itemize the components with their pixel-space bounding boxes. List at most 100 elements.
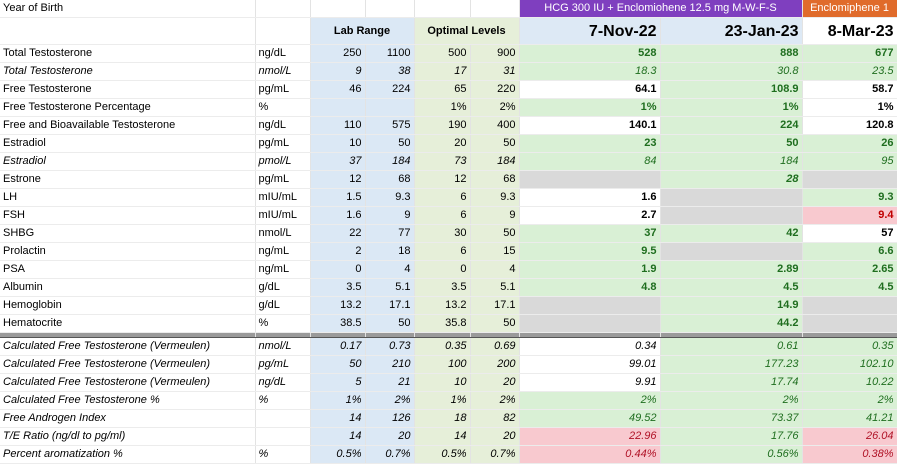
test-name-cell[interactable]: SHBG [0, 224, 256, 243]
unit-cell[interactable] [255, 427, 311, 446]
lab-range-low-cell[interactable]: 9 [310, 62, 366, 81]
lab-range-low-cell[interactable]: 110 [310, 116, 366, 135]
unit-cell[interactable]: pg/mL [255, 355, 311, 374]
result-jan-23-cell[interactable]: 0.61 [660, 337, 803, 356]
test-name-cell[interactable]: LH [0, 188, 256, 207]
result-jan-23-cell[interactable]: 50 [660, 134, 803, 153]
lab-range-low-cell[interactable]: 1.6 [310, 206, 366, 225]
result-nov-22-cell[interactable]: 99.01 [519, 355, 661, 374]
lab-range-high-cell[interactable]: 50 [365, 314, 415, 333]
date-header-3[interactable]: 8-Mar-23 [802, 17, 897, 45]
unit-cell[interactable]: mIU/mL [255, 206, 311, 225]
result-mar-23-cell[interactable]: 58.7 [802, 80, 897, 99]
result-nov-22-cell[interactable]: 2.7 [519, 206, 661, 225]
lab-range-high-cell[interactable]: 126 [365, 409, 415, 428]
optimal-low-cell[interactable]: 100 [414, 355, 471, 374]
optimal-high-cell[interactable]: 900 [470, 44, 520, 63]
result-jan-23-cell[interactable]: 1% [660, 98, 803, 117]
result-nov-22-cell[interactable]: 1.6 [519, 188, 661, 207]
lab-range-high-cell[interactable]: 575 [365, 116, 415, 135]
lab-range-low-cell[interactable]: 14 [310, 409, 366, 428]
test-name-cell[interactable]: Estrone [0, 170, 256, 189]
result-jan-23-cell[interactable]: 14.9 [660, 296, 803, 315]
result-mar-23-cell[interactable]: 6.6 [802, 242, 897, 261]
unit-cell[interactable]: % [255, 98, 311, 117]
result-nov-22-cell[interactable]: 528 [519, 44, 661, 63]
lab-range-high-cell[interactable]: 1100 [365, 44, 415, 63]
result-nov-22-cell[interactable]: 140.1 [519, 116, 661, 135]
result-jan-23-cell[interactable] [660, 188, 803, 207]
lab-range-high-cell[interactable]: 0.73 [365, 337, 415, 356]
lab-range-high-cell[interactable]: 68 [365, 170, 415, 189]
lab-range-low-cell[interactable]: 0.17 [310, 337, 366, 356]
lab-range-header[interactable]: Lab Range [310, 17, 415, 45]
year-of-birth-label[interactable]: Year of Birth [0, 0, 256, 18]
unit-cell[interactable]: g/dL [255, 296, 311, 315]
result-jan-23-cell[interactable]: 2% [660, 391, 803, 410]
result-jan-23-cell[interactable]: 17.76 [660, 427, 803, 446]
lab-range-low-cell[interactable]: 13.2 [310, 296, 366, 315]
result-jan-23-cell[interactable]: 17.74 [660, 373, 803, 392]
lab-range-high-cell[interactable] [365, 98, 415, 117]
result-nov-22-cell[interactable]: 23 [519, 134, 661, 153]
test-name-cell[interactable]: Estradiol [0, 152, 256, 171]
unit-cell[interactable]: nmol/L [255, 224, 311, 243]
result-jan-23-cell[interactable]: 888 [660, 44, 803, 63]
test-name-cell[interactable]: Calculated Free Testosterone (Vermeulen) [0, 373, 256, 392]
test-name-cell[interactable]: Calculated Free Testosterone (Vermeulen) [0, 355, 256, 374]
lab-range-low-cell[interactable]: 0.5% [310, 445, 366, 464]
lab-range-low-cell[interactable]: 12 [310, 170, 366, 189]
result-nov-22-cell[interactable] [519, 314, 661, 333]
test-name-cell[interactable]: FSH [0, 206, 256, 225]
lab-range-high-cell[interactable]: 77 [365, 224, 415, 243]
result-jan-23-cell[interactable]: 2.89 [660, 260, 803, 279]
result-mar-23-cell[interactable]: 9.4 [802, 206, 897, 225]
result-mar-23-cell[interactable]: 120.8 [802, 116, 897, 135]
lab-range-high-cell[interactable]: 17.1 [365, 296, 415, 315]
result-mar-23-cell[interactable]: 0.38% [802, 445, 897, 464]
result-mar-23-cell[interactable]: 1% [802, 98, 897, 117]
result-nov-22-cell[interactable]: 64.1 [519, 80, 661, 99]
result-jan-23-cell[interactable]: 0.56% [660, 445, 803, 464]
optimal-high-cell[interactable]: 5.1 [470, 278, 520, 297]
optimal-low-cell[interactable]: 190 [414, 116, 471, 135]
test-name-cell[interactable]: Free Testosterone Percentage [0, 98, 256, 117]
unit-cell[interactable]: pg/mL [255, 134, 311, 153]
optimal-low-cell[interactable]: 1% [414, 391, 471, 410]
test-name-cell[interactable]: Calculated Free Testosterone (Vermeulen) [0, 337, 256, 356]
result-nov-22-cell[interactable]: 1% [519, 98, 661, 117]
unit-cell[interactable]: pg/mL [255, 170, 311, 189]
optimal-high-cell[interactable]: 82 [470, 409, 520, 428]
lab-range-low-cell[interactable]: 46 [310, 80, 366, 99]
optimal-low-cell[interactable]: 6 [414, 206, 471, 225]
result-nov-22-cell[interactable]: 22.96 [519, 427, 661, 446]
unit-cell[interactable]: ng/dL [255, 44, 311, 63]
lab-range-high-cell[interactable]: 224 [365, 80, 415, 99]
optimal-high-cell[interactable]: 0.69 [470, 337, 520, 356]
result-mar-23-cell[interactable]: 677 [802, 44, 897, 63]
result-jan-23-cell[interactable] [660, 242, 803, 261]
unit-cell[interactable]: ng/dL [255, 116, 311, 135]
test-name-cell[interactable]: Free Testosterone [0, 80, 256, 99]
optimal-high-cell[interactable]: 15 [470, 242, 520, 261]
result-nov-22-cell[interactable]: 37 [519, 224, 661, 243]
test-name-cell[interactable]: Total Testosterone [0, 62, 256, 81]
result-jan-23-cell[interactable]: 4.5 [660, 278, 803, 297]
result-mar-23-cell[interactable]: 95 [802, 152, 897, 171]
optimal-low-cell[interactable]: 73 [414, 152, 471, 171]
optimal-low-cell[interactable]: 6 [414, 242, 471, 261]
lab-range-low-cell[interactable]: 14 [310, 427, 366, 446]
optimal-high-cell[interactable]: 2% [470, 391, 520, 410]
lab-range-high-cell[interactable]: 5.1 [365, 278, 415, 297]
result-mar-23-cell[interactable]: 102.10 [802, 355, 897, 374]
optimal-low-cell[interactable]: 65 [414, 80, 471, 99]
result-mar-23-cell[interactable]: 26.04 [802, 427, 897, 446]
result-jan-23-cell[interactable]: 28 [660, 170, 803, 189]
result-mar-23-cell[interactable]: 0.35 [802, 337, 897, 356]
optimal-high-cell[interactable]: 50 [470, 224, 520, 243]
unit-cell[interactable]: % [255, 314, 311, 333]
test-name-cell[interactable]: Free Androgen Index [0, 409, 256, 428]
unit-cell[interactable]: pmol/L [255, 152, 311, 171]
lab-range-high-cell[interactable]: 20 [365, 427, 415, 446]
lab-range-high-cell[interactable]: 0.7% [365, 445, 415, 464]
